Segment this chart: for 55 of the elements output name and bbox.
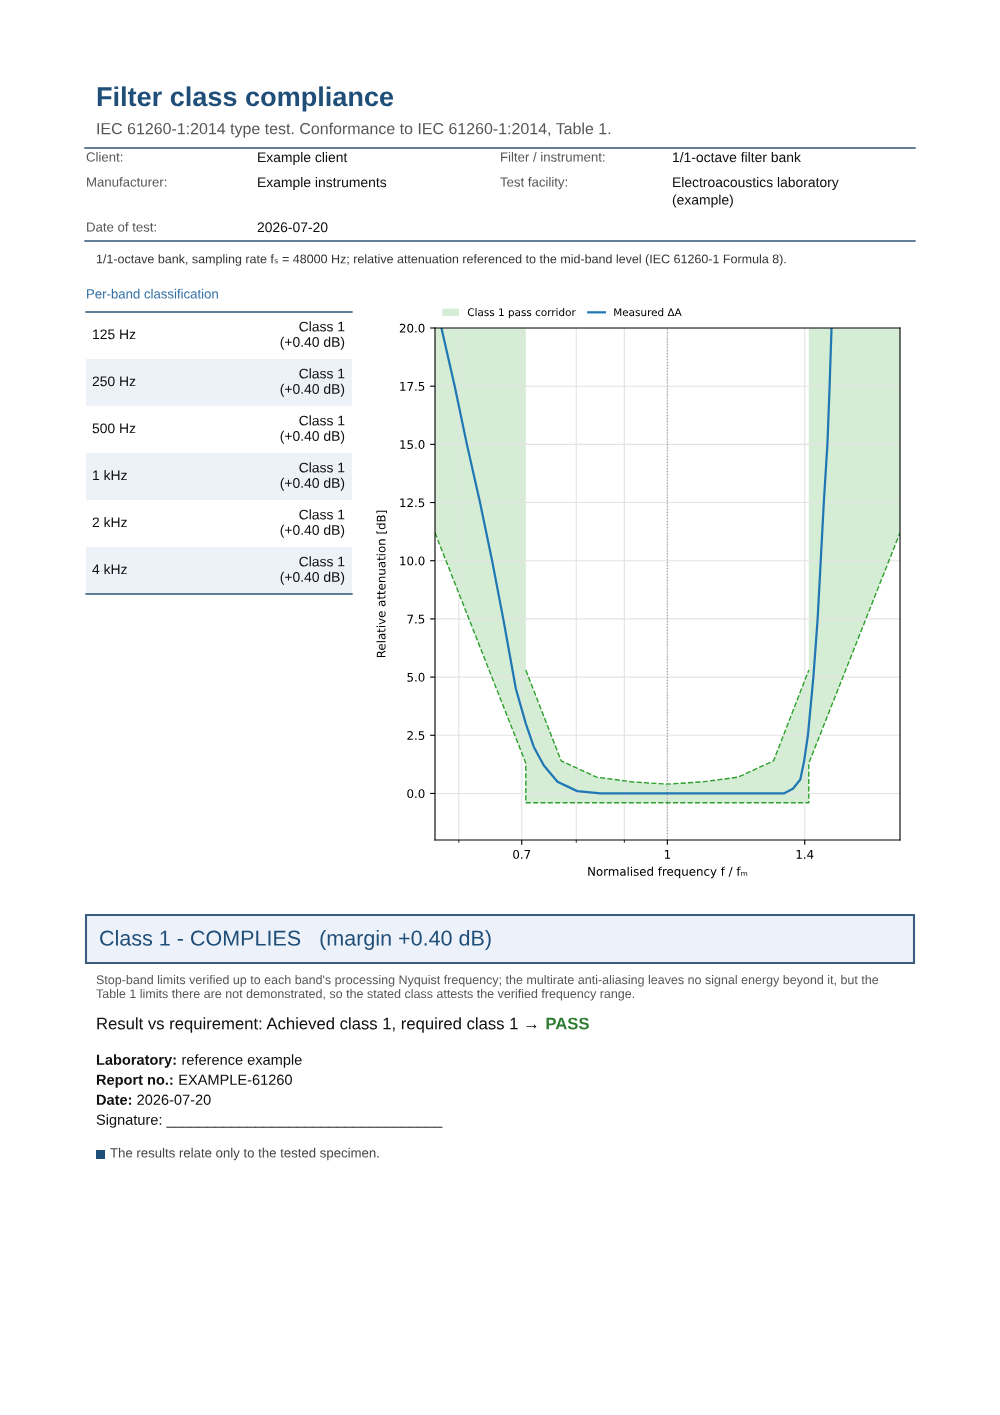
y-tick-label: 17.5 bbox=[400, 382, 425, 391]
text: Date of test: bbox=[87, 222, 156, 232]
text: 2 kHz bbox=[92, 517, 127, 528]
text: Example client bbox=[258, 152, 348, 165]
text: Class 1 (+0.40 dB) bbox=[280, 509, 345, 538]
legend-label: Class 1 pass corridor bbox=[467, 308, 576, 319]
text: Manufacturer: bbox=[87, 177, 167, 187]
text: 2026-07-20 bbox=[257, 222, 328, 233]
text: Laboratory: bbox=[96, 1054, 176, 1068]
text: 125 Hz bbox=[93, 329, 136, 340]
y-tick-label: 5.0 bbox=[407, 672, 425, 682]
text: reference example bbox=[182, 1054, 302, 1068]
y-tick-label: 10.0 bbox=[400, 556, 425, 566]
text: 4 kHz bbox=[92, 564, 127, 575]
text: Class 1 (+0.40 dB) bbox=[280, 321, 345, 350]
text: Class 1 (+0.40 dB) bbox=[280, 556, 345, 585]
text: Class 1 (+0.40 dB) bbox=[280, 368, 345, 397]
y-axis-title: Relative attenuation [dB] bbox=[376, 510, 387, 658]
text: Result vs requirement: Achieved class 1, required class 1 → bbox=[97, 1017, 537, 1033]
text: IEC 61260-1:2014 type test. Conformance to IEC 61260-1:2014, Table 1. bbox=[97, 122, 611, 138]
legend-label: Measured ΔA bbox=[614, 308, 682, 317]
x-tick-label: 0.7 bbox=[513, 849, 531, 859]
x-axis-title: Normalised frequency f / fₘ bbox=[588, 866, 748, 879]
text: Class 1 (+0.40 dB) bbox=[280, 462, 345, 491]
text: 500 Hz bbox=[92, 423, 136, 434]
text: Example instruments bbox=[258, 177, 387, 190]
y-tick-label: 2.5 bbox=[407, 731, 425, 740]
text: Signature: __________________________________ bbox=[96, 1114, 443, 1128]
text: The results relate only to the tested specimen. bbox=[110, 1147, 379, 1161]
text: Filter / instrument: bbox=[501, 152, 605, 162]
text: Date: bbox=[96, 1094, 132, 1105]
y-tick-label: 7.5 bbox=[407, 614, 425, 624]
y-tick-label: 20.0 bbox=[399, 323, 425, 333]
y-tick-label: 15.0 bbox=[400, 440, 425, 450]
text: Class 1 (+0.40 dB) bbox=[280, 415, 345, 444]
text: Stop-band limits verified up to each band's processing Nyquist frequency; the multirate anti-aliasing leaves no signal energy beyond it, but the Table 1 limits there are not demonstrated, so the stated class attests the verified frequency range. bbox=[96, 975, 879, 1001]
text: Client: bbox=[86, 152, 123, 162]
text: Per-band classification bbox=[87, 288, 218, 299]
text: Class 1 - COMPLIES (margin +0.40 dB) bbox=[100, 929, 491, 951]
text: EXAMPLE-61260 bbox=[179, 1074, 292, 1085]
text: 1/1-octave filter bank bbox=[673, 152, 801, 163]
text: Test facility: bbox=[500, 177, 567, 190]
text: 2026-07-20 bbox=[137, 1094, 211, 1105]
text: 1 kHz bbox=[93, 470, 127, 481]
text: 250 Hz bbox=[92, 376, 136, 387]
text: 1/1-octave bank, sampling rate fₛ = 48000 Hz; relative attenuation referenced to the mid-band level (IEC 61260-1 Formula 8). bbox=[96, 254, 786, 266]
line-series bbox=[525, 669, 810, 785]
y-tick-label: 0.0 bbox=[407, 789, 425, 799]
text: Filter class compliance bbox=[97, 86, 394, 112]
x-tick-label: 1 bbox=[664, 850, 671, 859]
y-tick-label: 12.5 bbox=[400, 498, 425, 508]
text: PASS bbox=[546, 1017, 589, 1030]
x-tick-label: 1.4 bbox=[796, 850, 814, 859]
text: Electroacoustics laboratory (example) bbox=[672, 177, 839, 208]
text: Report no.: bbox=[96, 1074, 173, 1088]
